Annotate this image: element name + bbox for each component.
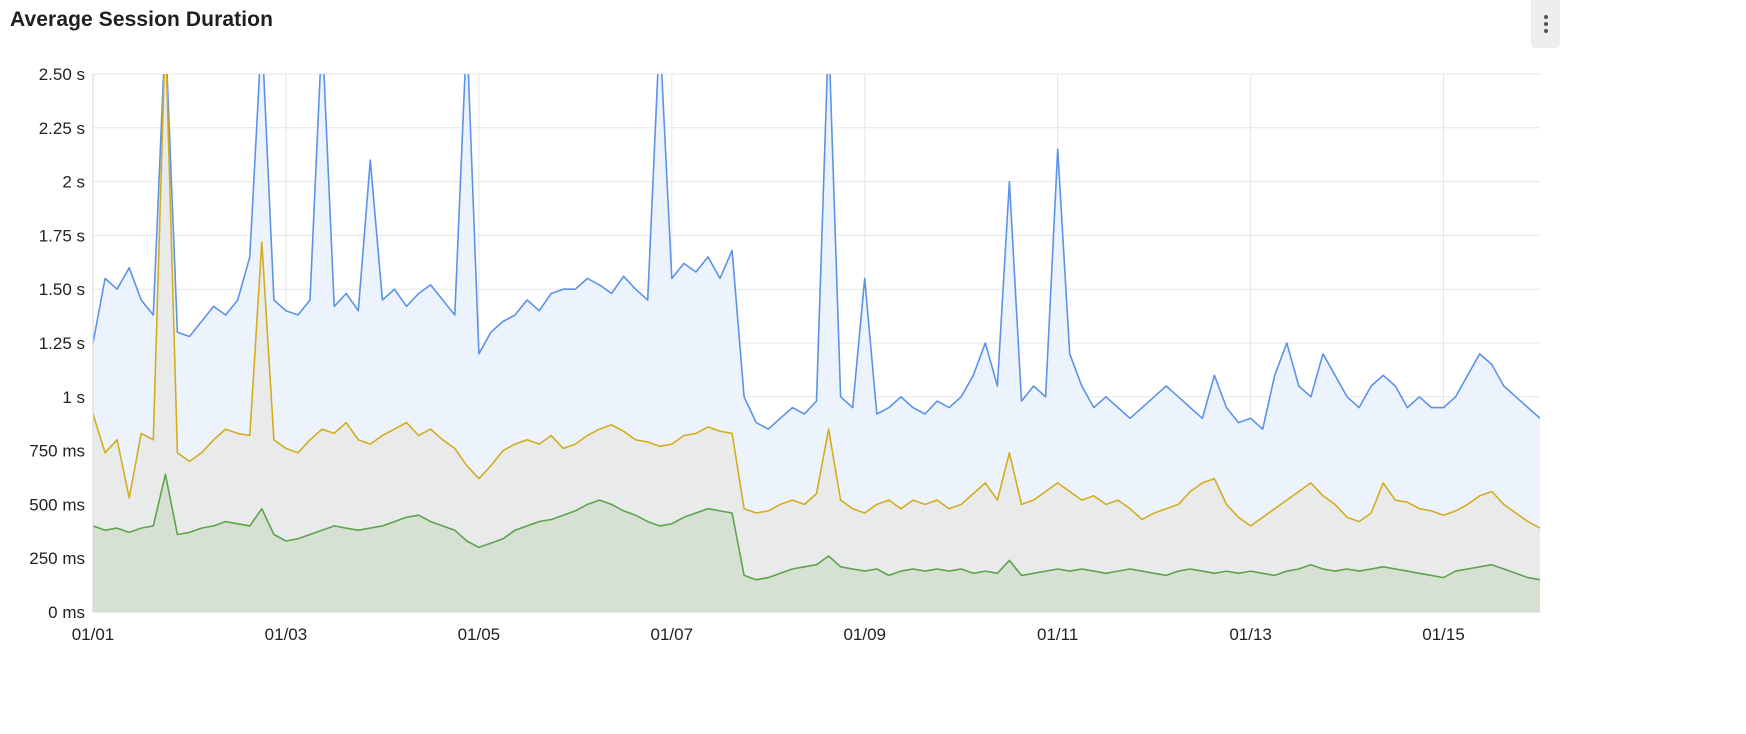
series-0-line (93, 74, 1540, 430)
y-tick-label: 2 s (62, 173, 85, 192)
x-tick-label: 01/09 (843, 625, 886, 644)
x-tick-label: 01/03 (265, 625, 308, 644)
chart-title: Average Session Duration (10, 8, 274, 31)
series-areas (93, 74, 1540, 612)
y-tick-label: 750 ms (29, 442, 85, 461)
y-tick-label: 2.25 s (39, 119, 85, 138)
y-tick-label: 2.50 s (39, 65, 85, 84)
y-tick-label: 1 s (62, 388, 85, 407)
series-1-line (93, 74, 1540, 529)
series-2-line (93, 473, 1540, 581)
y-tick-label: 500 ms (29, 495, 85, 514)
more-options-button[interactable] (1531, 0, 1560, 48)
x-tick-label: 01/05 (458, 625, 501, 644)
y-tick-label: 1.50 s (39, 280, 85, 299)
series-lines (93, 74, 1540, 581)
x-tick-label: 01/11 (1037, 625, 1078, 644)
more-vertical-icon-dot (1543, 29, 1548, 33)
series-2-area (93, 474, 1540, 612)
y-tick-label: 250 ms (29, 549, 85, 568)
y-tick-label: 0 ms (48, 603, 85, 622)
y-tick-label: 1.75 s (39, 226, 85, 245)
series-1-area (93, 74, 1540, 612)
x-tick-label: 01/01 (72, 625, 115, 644)
more-vertical-icon (1543, 15, 1548, 19)
y-tick-label: 1.25 s (39, 334, 85, 353)
x-tick-label: 01/13 (1229, 625, 1272, 644)
more-vertical-icon-dot (1543, 22, 1548, 26)
axes: 0 ms 250 ms 500 ms 750 ms 1 s 1.25 s 1.50 s 1.7… (29, 65, 1465, 644)
x-tick-label: 01/15 (1422, 625, 1465, 644)
series-0-area (93, 74, 1540, 612)
x-tick-label: 01/07 (651, 625, 694, 644)
